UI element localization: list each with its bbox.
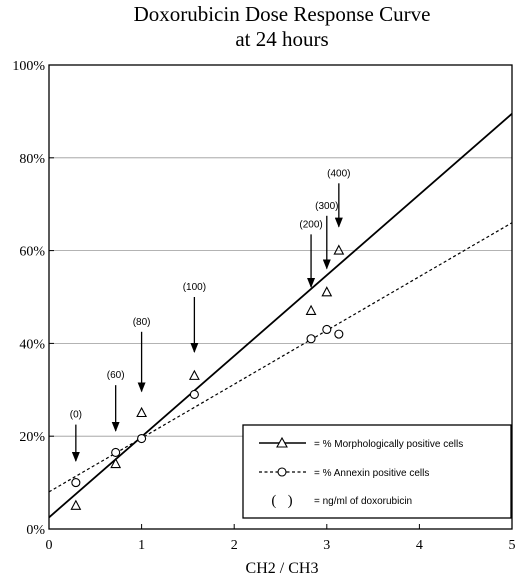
fit-lines	[48, 113, 513, 519]
dose-annotations: (0) (60) (80) (100) (200) (300) (400)	[70, 168, 351, 462]
legend-label-morphology: = % Morphologically positive cells	[314, 439, 463, 450]
legend: = % Morphologically positive cells = % A…	[242, 424, 512, 519]
dose-label: (80)	[133, 317, 151, 328]
legend-label-dose: = ng/ml of doxorubicin	[314, 496, 412, 507]
legend-circle-marker	[277, 467, 287, 477]
y-tick-label: 100%	[12, 59, 45, 74]
morphology-point	[305, 304, 317, 315]
morphology-point	[188, 369, 200, 380]
x-tick-label: 2	[231, 538, 238, 553]
annexin-point	[334, 329, 344, 339]
morphology-point	[110, 457, 122, 469]
chart-title-line-2: at 24 hours	[235, 27, 328, 51]
annexin-point	[189, 389, 199, 399]
x-tick-label: 0	[46, 538, 53, 553]
y-tick-label: 60%	[19, 245, 45, 260]
legend-label-annexin: = % Annexin positive cells	[314, 468, 429, 479]
y-tick-label: 20%	[19, 430, 45, 445]
y-tick-label: 40%	[19, 337, 45, 352]
legend-triangle-marker	[276, 436, 288, 448]
morphology-point	[321, 286, 333, 297]
y-axis-ticks: 0% 20% 40% 60% 80% 100%	[12, 59, 54, 538]
morphology-fit-line	[48, 113, 513, 519]
data-points	[70, 244, 345, 510]
morphology-point	[70, 499, 82, 510]
x-tick-label: 5	[509, 538, 516, 553]
x-axis-ticks: 0 1 2 3 4 5	[46, 524, 516, 553]
x-axis-label: CH2 / CH3	[246, 560, 319, 577]
annexin-fit-line	[48, 222, 513, 493]
x-tick-label: 1	[138, 538, 145, 553]
x-tick-label: 3	[323, 538, 330, 553]
dose-label: (400)	[327, 168, 350, 179]
annexin-point	[306, 334, 316, 344]
annexin-point	[137, 433, 147, 444]
annexin-point	[71, 478, 81, 488]
dose-label: (200)	[299, 219, 322, 230]
annexin-point	[322, 324, 332, 335]
annexin-point	[111, 447, 121, 457]
plot-frame	[48, 64, 513, 530]
dose-label: (300)	[315, 201, 338, 212]
y-tick-label: 0%	[26, 523, 45, 538]
y-tick-label: 80%	[19, 152, 45, 167]
chart-title-line-1: Doxorubicin Dose Response Curve	[134, 2, 431, 26]
morphology-point	[136, 406, 148, 418]
dose-label: (0)	[70, 410, 82, 421]
dose-label: (100)	[183, 282, 206, 293]
dose-label: (60)	[107, 370, 125, 381]
legend-paren-symbol: ( )	[271, 493, 292, 509]
x-tick-label: 4	[416, 538, 423, 553]
gridlines	[49, 157, 512, 437]
morphology-point	[333, 244, 345, 255]
